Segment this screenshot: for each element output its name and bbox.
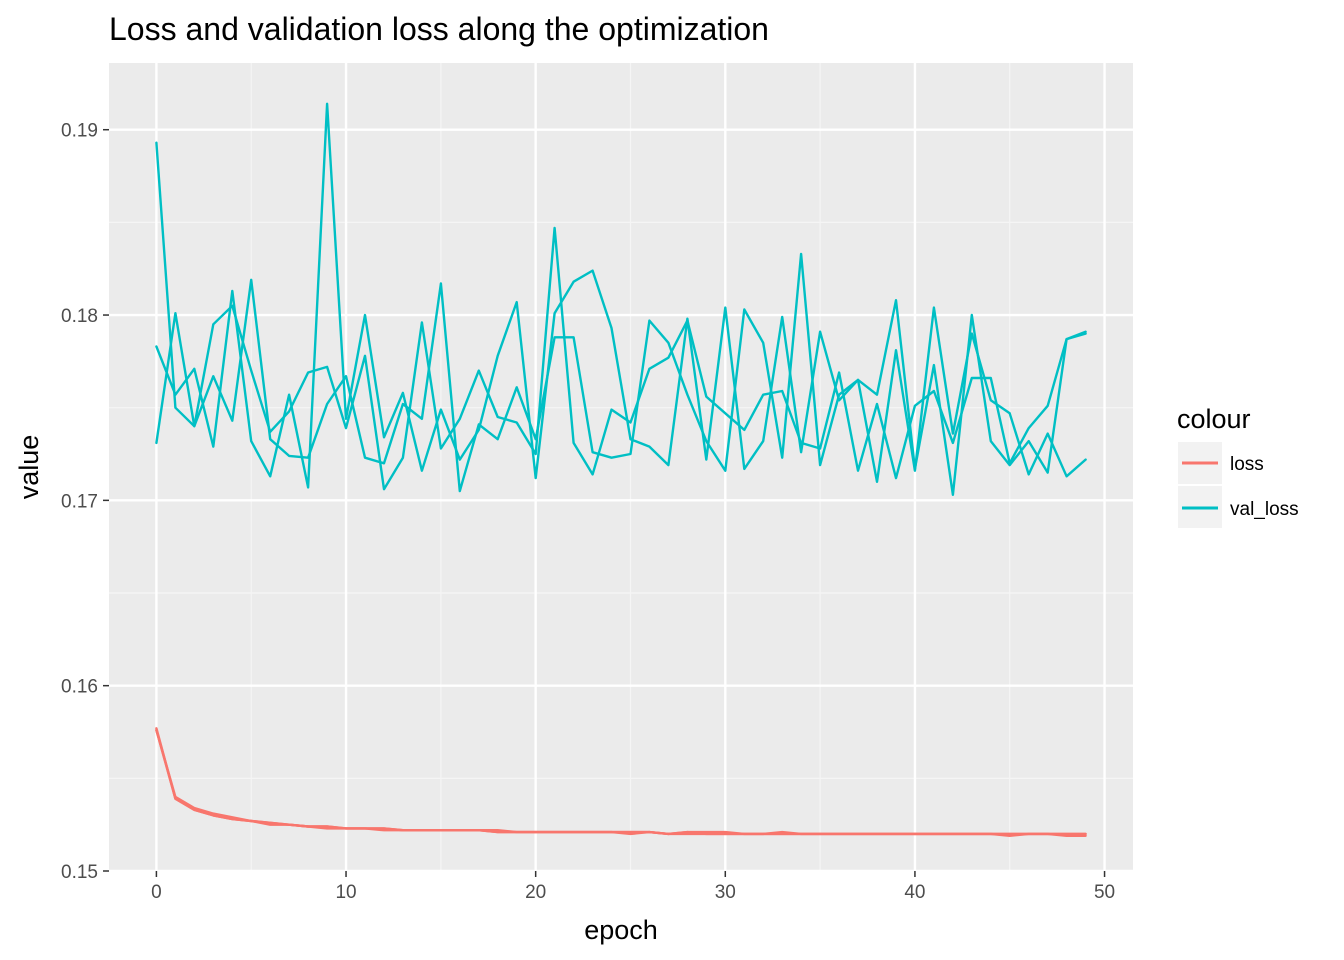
legend-label-val-loss: val_loss — [1230, 499, 1299, 520]
legend-label-loss: loss — [1230, 454, 1264, 475]
series-line-loss — [155, 729, 1087, 836]
series-lines — [155, 102, 1087, 837]
x-tick-label: 40 — [904, 882, 925, 903]
series-line-val-loss — [155, 141, 1087, 491]
x-tick-label: 20 — [525, 882, 546, 903]
chart-title: Loss and validation loss along the optim… — [109, 11, 769, 47]
legend: colour loss val_loss — [1177, 404, 1299, 528]
y-axis-title: value — [14, 435, 44, 500]
y-tick-label: 0.16 — [61, 677, 98, 698]
legend-item-loss: loss — [1178, 442, 1264, 484]
y-tick-label: 0.15 — [61, 862, 98, 883]
y-axis: 0.15 0.16 0.17 0.18 0.19 — [61, 121, 109, 883]
x-axis-title: epoch — [584, 915, 658, 945]
series-line-val-loss — [155, 102, 1087, 496]
plot-panel — [109, 63, 1133, 871]
legend-title: colour — [1177, 404, 1251, 434]
x-tick-label: 30 — [715, 882, 736, 903]
y-tick-label: 0.19 — [61, 121, 98, 142]
legend-item-val-loss: val_loss — [1178, 486, 1299, 528]
series-line-val-loss — [155, 252, 1087, 493]
y-tick-label: 0.18 — [61, 306, 98, 327]
minor-gridlines — [109, 63, 1133, 871]
x-tick-label: 10 — [335, 882, 356, 903]
x-tick-label: 50 — [1094, 882, 1115, 903]
x-tick-label: 0 — [151, 882, 162, 903]
x-axis: 0 10 20 30 40 50 — [151, 871, 1115, 903]
y-tick-label: 0.17 — [61, 491, 98, 512]
